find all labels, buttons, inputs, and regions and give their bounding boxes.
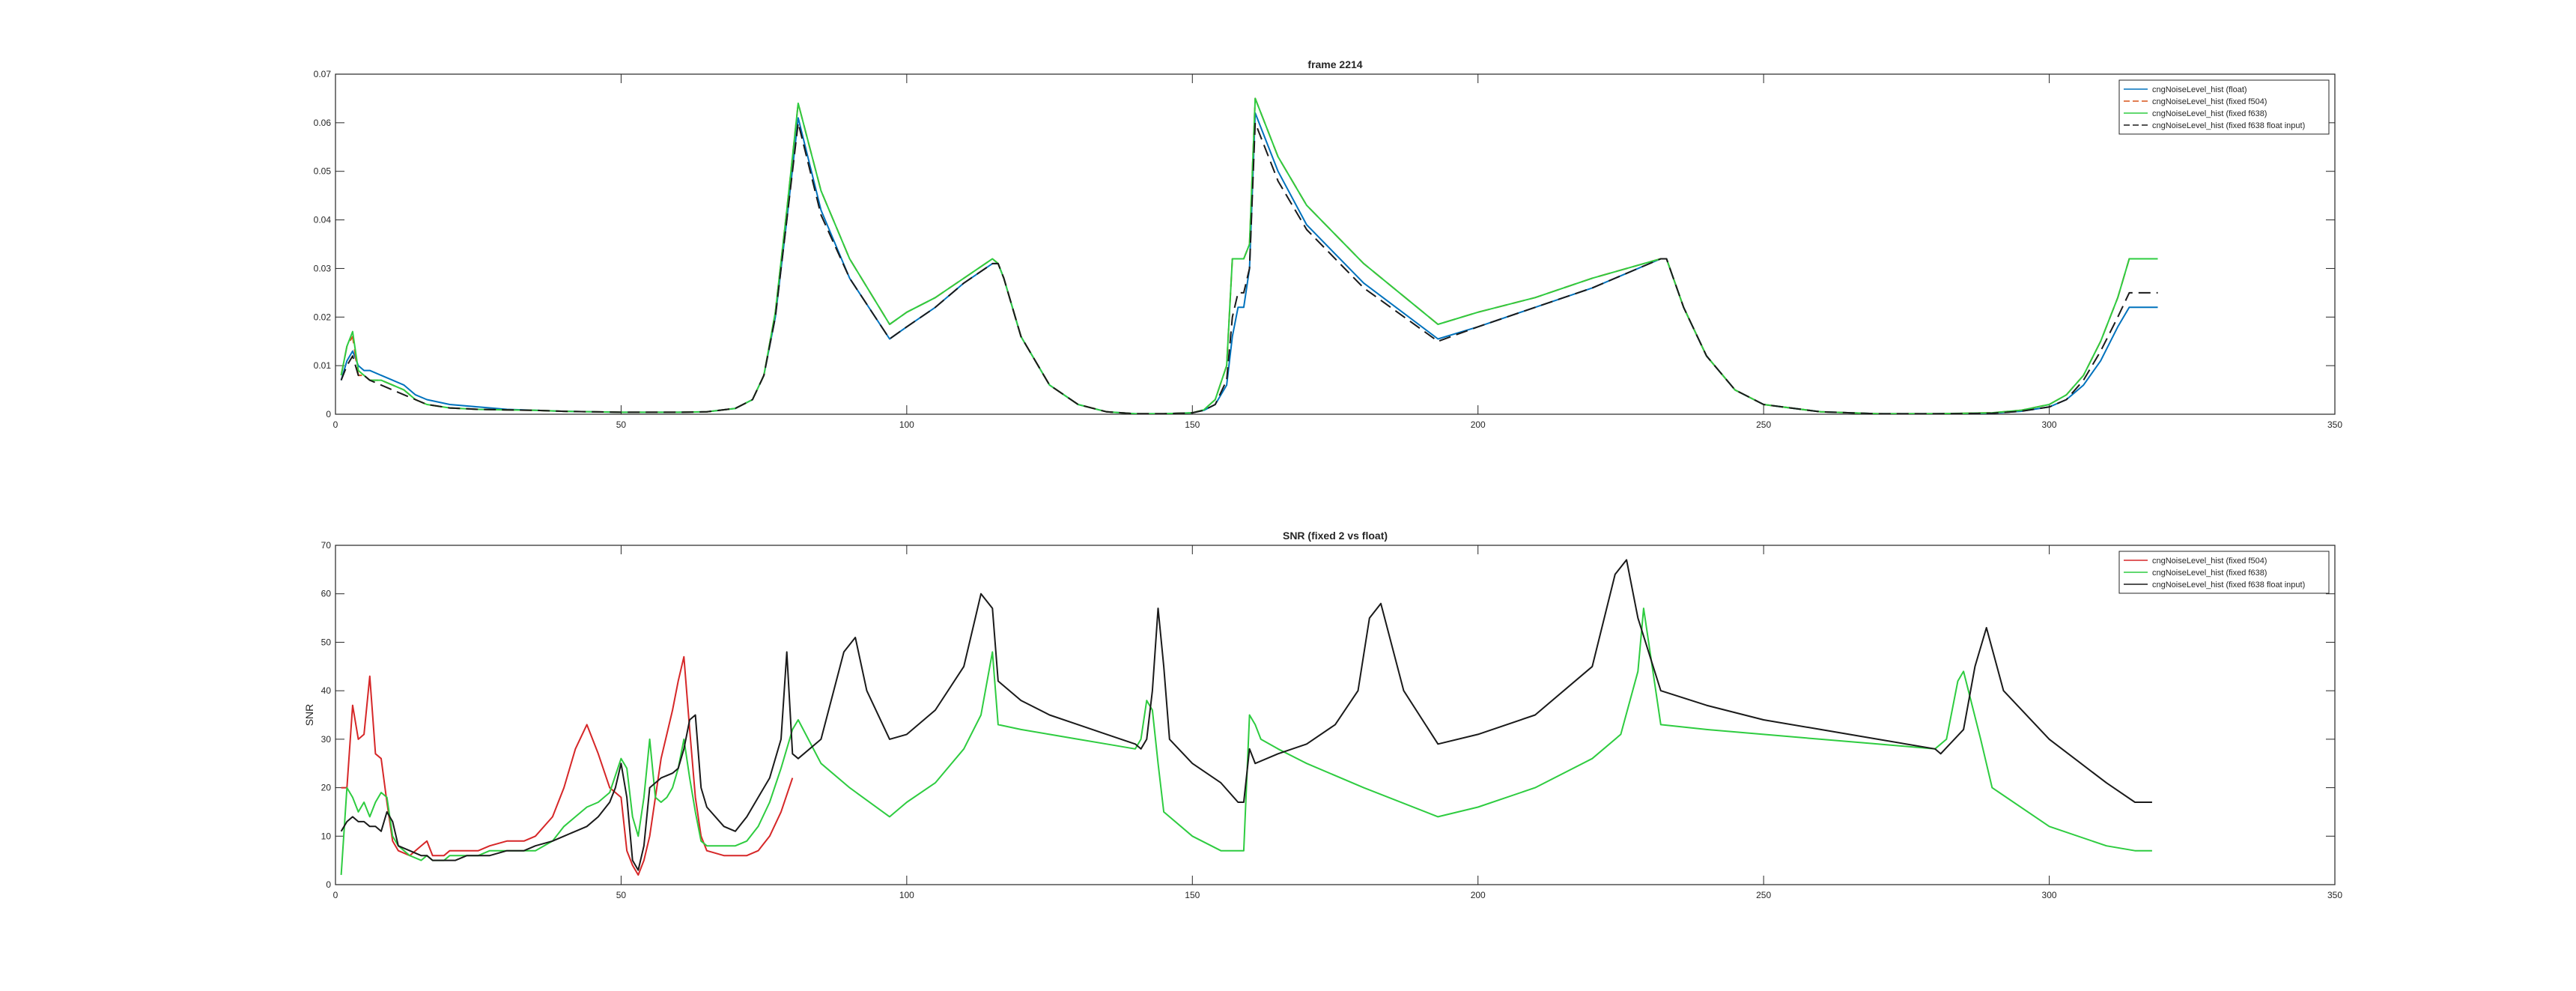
legend-label-2: cngNoiseLevel_hist (fixed f504) (2152, 97, 2267, 106)
x-tick-label: 300 (2042, 890, 2057, 900)
x-tick-label: 300 (2042, 419, 2057, 430)
axes-frame (335, 73, 2336, 415)
y-tick-label: 0 (326, 879, 331, 890)
y-tick-label: 60 (321, 589, 332, 599)
x-tick-label: 150 (1185, 890, 1200, 900)
y-tick-label: 0.04 (314, 215, 332, 225)
y-tick-label: 30 (321, 734, 332, 745)
series-line-4 (340, 121, 2158, 414)
x-tick-label: 0 (333, 419, 338, 430)
legend: cngNoiseLevel_hist (fixed f504) cngNoiseL… (2118, 551, 2330, 594)
bottom-axes-title: SNR (fixed 2 vs float) (1283, 530, 1388, 542)
legend-box (2118, 79, 2330, 135)
legend-label-1: cngNoiseLevel_hist (fixed f504) (2152, 557, 2267, 566)
x-tick-label: 350 (2327, 419, 2342, 430)
x-tick-label: 50 (616, 890, 627, 900)
axes-frame (335, 545, 2336, 885)
series-line-2 (340, 607, 2152, 876)
y-tick-label: 40 (321, 685, 332, 696)
x-tick-label: 100 (899, 419, 914, 430)
x-tick-label: 200 (1471, 890, 1486, 900)
y-tick-label: 10 (321, 831, 332, 841)
y-tick-label: 50 (321, 637, 332, 647)
y-tick-label: 0.01 (314, 360, 332, 371)
x-tick-label: 200 (1471, 419, 1486, 430)
x-tick-label: 250 (1756, 890, 1771, 900)
bottom-axes-ylabel: SNR (303, 704, 315, 727)
legend-label-4: cngNoiseLevel_hist (fixed f638 float inp… (2152, 121, 2305, 130)
x-tick-label: 150 (1185, 419, 1200, 430)
y-tick-label: 0 (326, 409, 331, 419)
y-tick-label: 0.02 (314, 312, 332, 322)
y-tick-label: 0.03 (314, 263, 332, 273)
y-tick-label: 20 (321, 783, 332, 793)
legend-label-3: cngNoiseLevel_hist (fixed f638) (2152, 109, 2267, 118)
x-tick-label: 250 (1756, 419, 1771, 430)
bottom-axes: SNR (fixed 2 vs float) SNR 0 50 100 150 200 2… (303, 530, 2342, 900)
x-tick-label: 350 (2327, 890, 2342, 900)
legend-label-2: cngNoiseLevel_hist (fixed f638) (2152, 569, 2267, 578)
x-tick-label: 100 (899, 890, 914, 900)
legend-box (2118, 551, 2330, 594)
y-tick-label: 70 (321, 540, 332, 551)
legend-label-3: cngNoiseLevel_hist (fixed f638 float inp… (2152, 581, 2305, 590)
y-tick-label: 0.06 (314, 118, 332, 128)
series-line-3 (340, 559, 2152, 871)
top-axes-title: frame 2214 (1307, 58, 1362, 70)
top-axes: frame 2214 0 50 100 150 200 250 300 350 0 0.01 0.0… (314, 58, 2343, 430)
x-tick-label: 50 (616, 419, 627, 430)
x-tick-label: 0 (333, 890, 338, 900)
legend: cngNoiseLevel_hist (float) cngNoiseLevel_… (2118, 79, 2330, 135)
legend-label-1: cngNoiseLevel_hist (float) (2152, 85, 2247, 94)
y-tick-label: 0.07 (314, 69, 332, 79)
y-tick-label: 0.05 (314, 166, 332, 177)
